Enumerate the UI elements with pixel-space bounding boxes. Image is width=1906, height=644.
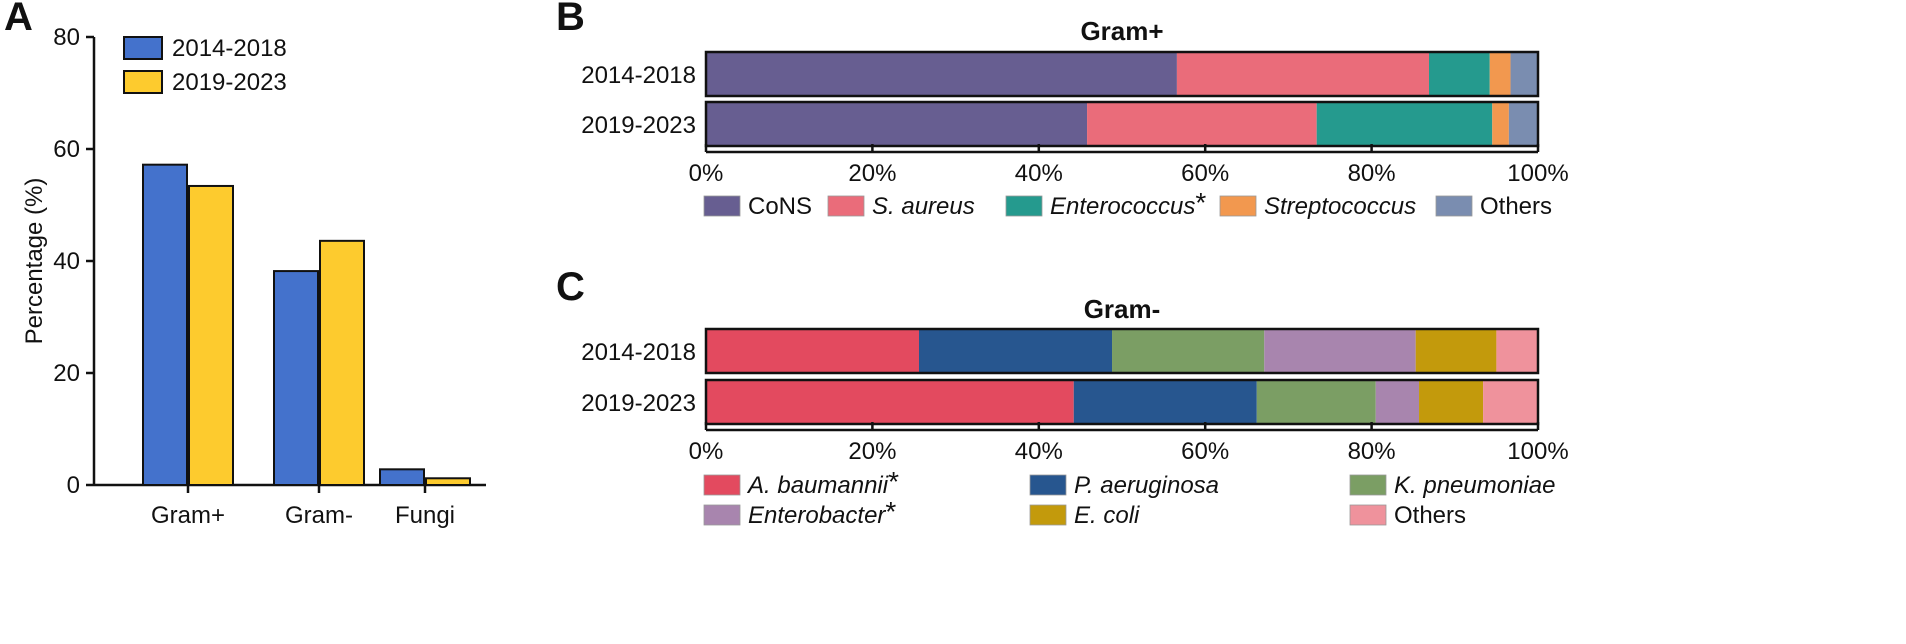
panel-b-x-tick-label: 100%	[1507, 160, 1568, 187]
panel-c-segment-2014-2018-k-pneumoniae	[1112, 329, 1265, 373]
panel-b-bar-outline-2019-2023	[704, 100, 1540, 148]
panel-c-x-tick-label: 60%	[1181, 438, 1229, 465]
panel-b-legend-swatch-cons	[703, 195, 741, 217]
panel-b-x-tick-label: 20%	[848, 160, 896, 187]
panel-b-segment-2019-2023-cons	[706, 102, 1088, 146]
panel-b-segment-2014-2018-others	[1510, 52, 1538, 96]
panel-a-y-tick-label: 0	[67, 472, 80, 499]
panel-a-bar-gram-2019-2023	[188, 184, 234, 487]
panel-c-legend-swatch-p-aeruginosa	[1029, 474, 1067, 496]
panel-b-segment-2014-2018-enterococcus	[1429, 52, 1490, 96]
panel-c-title: Gram-	[1084, 294, 1161, 324]
panel-a-bar-fungi-2019-2023	[425, 477, 471, 486]
panel-b-legend-label-cons: CoNS	[748, 193, 812, 220]
panel-a-y-tick-label: 40	[53, 248, 80, 275]
panel-a-y-tick-label: 20	[53, 360, 80, 387]
panel-c-segment-2014-2018-others	[1496, 329, 1538, 373]
panel-b-segment-2019-2023-others	[1508, 102, 1538, 146]
panel-b-segment-2014-2018-s-aureus	[1176, 52, 1430, 96]
panel-label-b: B	[556, 0, 585, 39]
panel-c-legend-swatch-others	[1349, 504, 1387, 526]
panel-b-x-tick-label: 80%	[1348, 160, 1396, 187]
panel-c-segment-2019-2023-enterobacter	[1375, 380, 1420, 424]
panel-b-legend-label-s-aureus: S. aureus	[872, 193, 975, 220]
panel-c-segment-2019-2023-k-pneumoniae	[1256, 380, 1376, 424]
panel-b-legend-swatch-others	[1435, 195, 1473, 217]
panel-b-segment-2014-2018-streptococcus	[1489, 52, 1511, 96]
panel-c-segment-2019-2023-e-coli	[1419, 380, 1484, 424]
panel-b-legend-swatch-enterococcus	[1005, 195, 1043, 217]
panel-c-legend-label-e-coli: E. coli	[1074, 502, 1140, 529]
panel-c-segment-2014-2018-p-aeruginosa	[918, 329, 1113, 373]
panel-label-c: C	[556, 265, 585, 309]
panel-c-x-tick-label: 40%	[1015, 438, 1063, 465]
panel-a-x-tick-label-fungi: Fungi	[395, 502, 455, 529]
panel-c-legend-swatch-k-pneumoniae	[1349, 474, 1387, 496]
panel-a-chart: 0 20 40 60 80 Gram+ Gram- Fungi 2014-2018 2019-20…	[53, 24, 486, 529]
panel-b-chart: 2014-2018 2019-2023 0% 20% 40% 60% 80% 100% CoNS…	[581, 50, 1569, 220]
panel-c-segment-2014-2018-e-coli	[1415, 329, 1497, 373]
panel-c-segment-2014-2018-a-baumannii	[706, 329, 919, 373]
panel-a-legend-label-2019-2023: 2019-2023	[172, 69, 287, 96]
panel-b-x-tick-label: 40%	[1015, 160, 1063, 187]
panel-a-x-tick-label-gram: Gram-	[285, 502, 353, 529]
panel-c-legend-label-p-aeruginosa: P. aeruginosa	[1074, 472, 1219, 499]
panel-b-x-tick-label: 0%	[689, 160, 724, 187]
panel-c-segment-2019-2023-p-aeruginosa	[1073, 380, 1257, 424]
panel-c-legend-swatch-e-coli	[1029, 504, 1067, 526]
panel-c-legend-label-enterobacter: Enterobacter*	[748, 496, 896, 529]
panel-c-x-tick-label: 20%	[848, 438, 896, 465]
panel-b-legend-label-streptococcus: Streptococcus	[1264, 193, 1416, 220]
panel-a-bar-fungi-2014-2018	[379, 468, 425, 487]
panel-c-category-label-2014-2018: 2014-2018	[581, 339, 696, 366]
panel-a-y-axis-title: Percentage (%)	[21, 178, 48, 345]
panel-a-legend-swatch-2014-2018	[123, 36, 163, 60]
panel-b-legend-label-enterococcus: Enterococcus*	[1050, 187, 1206, 220]
panel-b-title: Gram+	[1080, 16, 1163, 46]
panel-c-x-tick-label: 80%	[1348, 438, 1396, 465]
panel-b-category-label-2019-2023: 2019-2023	[581, 112, 696, 139]
panel-c-x-tick-label: 0%	[689, 438, 724, 465]
panel-c-legend-label-k-pneumoniae: K. pneumoniae	[1394, 472, 1555, 499]
panel-c-segment-2014-2018-enterobacter	[1264, 329, 1416, 373]
panel-b-x-tick-label: 60%	[1181, 160, 1229, 187]
panel-c-legend-swatch-a-baumannii	[703, 474, 741, 496]
panel-c-legend-label-others: Others	[1394, 502, 1466, 529]
panel-b-legend-label-others: Others	[1480, 193, 1552, 220]
panel-c-bar-outline-2014-2018	[704, 327, 1540, 375]
panel-c-segment-2019-2023-a-baumannii	[706, 380, 1074, 424]
panel-c-legend-label-a-baumannii: A. baumannii*	[746, 466, 899, 499]
panel-c-legend-swatch-enterobacter	[703, 504, 741, 526]
panel-a-y-tick-label: 60	[53, 136, 80, 163]
panel-b-segment-2019-2023-s-aureus	[1087, 102, 1317, 146]
panel-b-segment-2019-2023-enterococcus	[1316, 102, 1493, 146]
panel-a-x-tick-label-gram: Gram+	[151, 502, 225, 529]
panel-label-a: A	[4, 0, 33, 39]
panel-c-segment-2019-2023-others	[1483, 380, 1538, 424]
panel-c-bar-outline-2019-2023	[704, 378, 1540, 426]
panel-a-legend-label-2014-2018: 2014-2018	[172, 35, 287, 62]
panel-a-legend-swatch-2019-2023	[123, 70, 163, 94]
panel-a-bar-gram-2019-2023	[319, 239, 365, 486]
panel-b-legend-swatch-s-aureus	[827, 195, 865, 217]
panel-b-category-label-2014-2018: 2014-2018	[581, 62, 696, 89]
panel-c-category-label-2019-2023: 2019-2023	[581, 390, 696, 417]
panel-b-segment-2014-2018-cons	[706, 52, 1177, 96]
panel-b-segment-2019-2023-streptococcus	[1492, 102, 1509, 146]
panel-b-bar-outline-2014-2018	[704, 50, 1540, 98]
panel-c-chart: 2014-2018 2019-2023 0% 20% 40% 60% 80% 100% A. b…	[581, 327, 1569, 529]
panel-a-y-tick-label: 80	[53, 24, 80, 51]
panel-b-legend-swatch-streptococcus	[1219, 195, 1257, 217]
panel-a-bar-gram-2014-2018	[273, 270, 319, 486]
panel-a-bar-gram-2014-2018	[142, 163, 188, 486]
panel-c-x-tick-label: 100%	[1507, 438, 1568, 465]
